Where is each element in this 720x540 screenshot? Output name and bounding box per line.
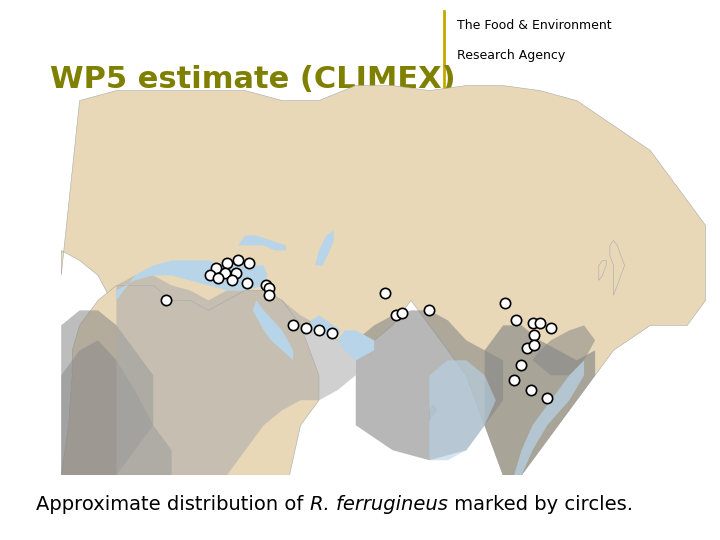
Polygon shape	[429, 360, 495, 460]
Point	[379, 288, 391, 297]
Text: The Food & Environment: The Food & Environment	[457, 19, 612, 32]
Polygon shape	[61, 340, 171, 475]
Point	[499, 299, 510, 307]
Polygon shape	[485, 325, 595, 475]
Polygon shape	[61, 310, 153, 475]
Point	[232, 256, 243, 265]
Polygon shape	[308, 315, 341, 335]
Point	[528, 341, 540, 350]
Point	[390, 311, 402, 320]
Polygon shape	[253, 300, 293, 360]
Polygon shape	[117, 275, 356, 475]
Point	[210, 264, 222, 272]
Polygon shape	[356, 310, 503, 460]
Point	[516, 361, 527, 369]
Point	[230, 268, 242, 277]
Text: R. ferrugineus: R. ferrugineus	[310, 495, 448, 515]
Point	[313, 326, 325, 335]
Point	[220, 268, 231, 277]
Point	[161, 296, 172, 305]
Point	[212, 274, 223, 282]
Point	[396, 308, 408, 317]
Text: WP5 estimate (CLIMEX): WP5 estimate (CLIMEX)	[50, 65, 456, 94]
Point	[300, 323, 312, 332]
Point	[545, 323, 557, 332]
Point	[243, 259, 255, 267]
Point	[227, 276, 238, 285]
Point	[204, 271, 216, 280]
Polygon shape	[61, 285, 319, 475]
Polygon shape	[338, 330, 374, 360]
Polygon shape	[117, 260, 267, 300]
Point	[534, 319, 546, 327]
Point	[326, 328, 338, 337]
Point	[525, 386, 536, 395]
Polygon shape	[533, 325, 595, 375]
Point	[423, 306, 435, 315]
Point	[527, 319, 539, 327]
Point	[508, 376, 520, 384]
Text: marked by circles.: marked by circles.	[448, 495, 632, 515]
Polygon shape	[599, 260, 606, 280]
Text: Research Agency: Research Agency	[457, 49, 565, 62]
Point	[264, 284, 275, 292]
Point	[260, 281, 271, 289]
Polygon shape	[61, 85, 706, 475]
Point	[221, 259, 233, 267]
Polygon shape	[429, 405, 437, 420]
Point	[241, 279, 253, 287]
Point	[528, 331, 540, 340]
Point	[541, 394, 553, 402]
Point	[510, 316, 522, 325]
Point	[287, 321, 299, 329]
Polygon shape	[514, 360, 584, 475]
Point	[521, 343, 533, 352]
Polygon shape	[610, 240, 624, 295]
Polygon shape	[238, 235, 286, 251]
Polygon shape	[315, 231, 333, 266]
Text: Approximate distribution of: Approximate distribution of	[36, 495, 310, 515]
Point	[264, 291, 275, 300]
